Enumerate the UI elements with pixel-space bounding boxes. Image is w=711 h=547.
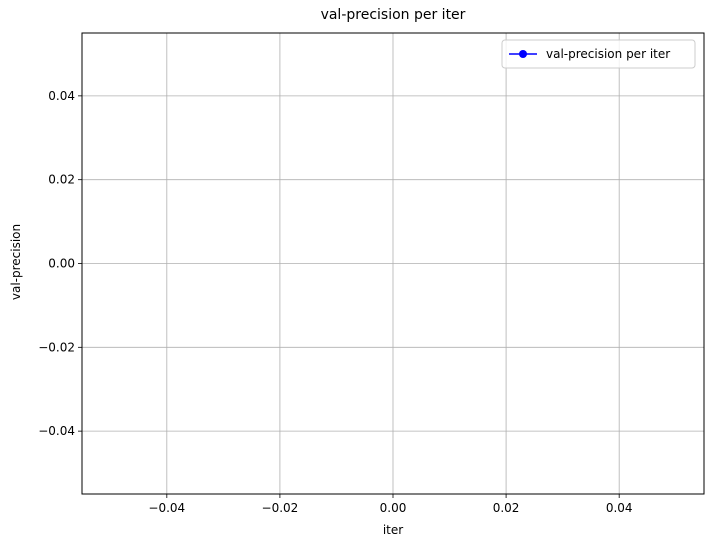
x-tick-label: 0.04 <box>606 501 633 515</box>
legend: val-precision per iter <box>501 39 696 69</box>
x-tick-label: 0.00 <box>380 501 407 515</box>
x-tick-label: 0.02 <box>493 501 520 515</box>
legend-marker-icon <box>519 50 527 58</box>
y-axis-ticks: 0.04 0.02 0.00 −0.02 −0.04 <box>38 89 82 438</box>
grid-lines <box>82 33 704 494</box>
y-axis-label: val-precision <box>9 224 23 300</box>
y-tick-label: −0.04 <box>38 424 75 438</box>
x-tick-label: −0.02 <box>262 501 299 515</box>
y-tick-label: 0.00 <box>48 257 75 271</box>
y-tick-label: −0.02 <box>38 340 75 354</box>
x-tick-label: −0.04 <box>148 501 185 515</box>
y-tick-label: 0.02 <box>48 173 75 187</box>
x-axis-label: iter <box>383 523 403 537</box>
legend-label: val-precision per iter <box>546 47 670 61</box>
legend-box <box>501 39 696 69</box>
y-tick-label: 0.04 <box>48 89 75 103</box>
x-axis-ticks: −0.04 −0.02 0.00 0.02 0.04 <box>148 494 633 515</box>
chart-title: val-precision per iter <box>321 7 466 23</box>
